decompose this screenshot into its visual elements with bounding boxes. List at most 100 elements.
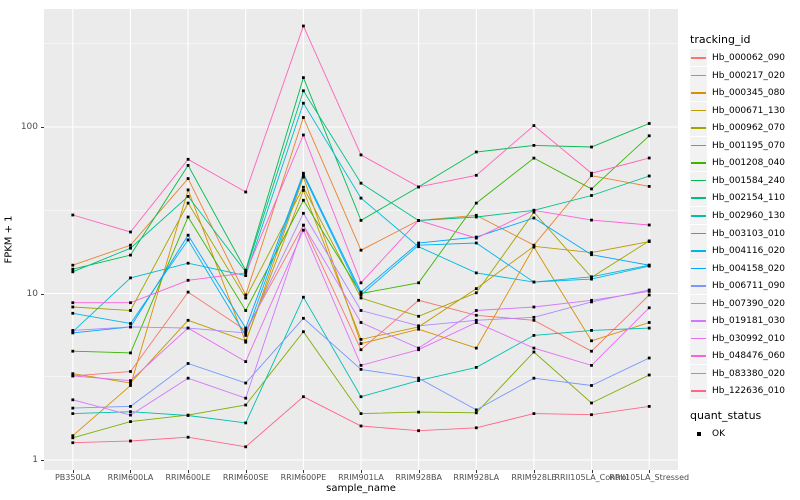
data-point bbox=[302, 89, 305, 93]
legend-item-label: Hb_003103_010 bbox=[712, 228, 786, 239]
data-point bbox=[71, 301, 75, 305]
data-point bbox=[590, 171, 593, 175]
data-point bbox=[186, 195, 190, 198]
data-point bbox=[532, 305, 536, 309]
data-point bbox=[71, 263, 75, 267]
y-tick-label: 1 bbox=[32, 455, 38, 465]
data-point bbox=[302, 295, 305, 299]
data-point bbox=[647, 122, 651, 125]
data-point bbox=[129, 309, 132, 312]
data-point bbox=[244, 421, 248, 425]
data-point bbox=[647, 306, 651, 310]
data-point bbox=[244, 403, 248, 407]
legend-line-icon bbox=[691, 302, 706, 305]
data-point bbox=[302, 330, 305, 334]
legend-line-icon bbox=[691, 267, 706, 270]
data-point bbox=[129, 301, 132, 305]
data-point bbox=[647, 321, 651, 324]
data-point bbox=[590, 298, 593, 302]
x-tick-mark bbox=[418, 470, 420, 473]
data-point bbox=[302, 211, 305, 215]
data-point bbox=[71, 311, 75, 315]
data-point bbox=[647, 223, 651, 227]
data-point bbox=[186, 201, 190, 205]
data-point bbox=[474, 309, 478, 312]
data-point bbox=[474, 318, 478, 322]
data-point bbox=[359, 248, 363, 252]
legend-line-icon bbox=[691, 250, 706, 252]
data-point bbox=[71, 372, 75, 376]
data-point bbox=[647, 405, 651, 408]
black-square-point-icon bbox=[697, 432, 701, 436]
data-point bbox=[532, 412, 536, 415]
legend-key-swatch bbox=[690, 364, 707, 382]
legend-line-icon bbox=[691, 355, 706, 357]
legend-key-swatch bbox=[690, 206, 707, 224]
data-point bbox=[359, 219, 363, 222]
data-point bbox=[474, 346, 478, 350]
data-point bbox=[590, 174, 593, 178]
data-point bbox=[302, 133, 305, 137]
data-point bbox=[417, 348, 420, 352]
data-point bbox=[129, 246, 132, 250]
data-point bbox=[186, 261, 190, 265]
data-point bbox=[417, 185, 420, 189]
legend-item-label: OK bbox=[712, 429, 725, 439]
data-point bbox=[474, 426, 478, 430]
legend-line-icon bbox=[691, 337, 706, 340]
x-tick-mark bbox=[476, 470, 478, 473]
legend-item-label: Hb_048476_060 bbox=[712, 351, 786, 362]
data-point bbox=[590, 277, 593, 281]
legend-item-label: Hb_000345_080 bbox=[712, 88, 786, 99]
legend-title-tracking-id: tracking_id bbox=[690, 33, 751, 46]
data-point bbox=[532, 208, 536, 212]
data-point bbox=[244, 331, 248, 335]
data-point bbox=[590, 194, 593, 197]
data-point bbox=[71, 434, 75, 438]
data-point bbox=[359, 296, 363, 300]
data-point bbox=[359, 338, 363, 341]
x-tick-mark bbox=[361, 470, 362, 473]
x-tick-label: RRIM600LE bbox=[165, 473, 211, 482]
legend-key-swatch bbox=[690, 312, 707, 330]
data-point bbox=[71, 270, 75, 274]
data-point bbox=[474, 321, 478, 324]
legend-line-icon bbox=[691, 232, 706, 235]
data-point bbox=[647, 263, 651, 267]
data-point bbox=[129, 384, 132, 387]
data-point bbox=[359, 364, 363, 367]
data-point bbox=[129, 410, 132, 414]
data-point bbox=[647, 290, 651, 293]
legend-item-label: Hb_007390_020 bbox=[712, 298, 786, 309]
data-point bbox=[244, 381, 248, 385]
data-point bbox=[71, 374, 75, 378]
data-point bbox=[186, 157, 190, 161]
legend-item-label: Hb_002960_130 bbox=[712, 210, 786, 221]
legend-line-icon bbox=[691, 197, 706, 199]
data-point bbox=[302, 228, 305, 232]
data-point bbox=[417, 298, 420, 302]
data-point bbox=[244, 274, 248, 277]
data-point bbox=[302, 171, 305, 175]
legend-line-icon bbox=[691, 320, 706, 322]
data-point bbox=[71, 329, 75, 332]
data-point bbox=[474, 173, 478, 177]
y-tick-mark bbox=[41, 293, 44, 295]
data-point bbox=[474, 287, 478, 290]
data-point bbox=[302, 185, 305, 189]
data-point bbox=[244, 293, 248, 297]
data-point bbox=[129, 413, 132, 417]
data-point bbox=[302, 173, 305, 177]
data-point bbox=[186, 290, 190, 294]
data-point bbox=[532, 280, 536, 284]
data-point bbox=[474, 241, 478, 245]
data-point bbox=[186, 238, 190, 242]
legend-line-icon bbox=[691, 214, 706, 217]
data-point bbox=[359, 309, 363, 312]
data-point bbox=[590, 413, 593, 417]
data-point bbox=[186, 326, 190, 330]
data-point bbox=[359, 196, 363, 200]
x-tick-mark bbox=[188, 470, 190, 473]
legend-key-swatch bbox=[690, 101, 707, 119]
data-point bbox=[71, 441, 75, 445]
